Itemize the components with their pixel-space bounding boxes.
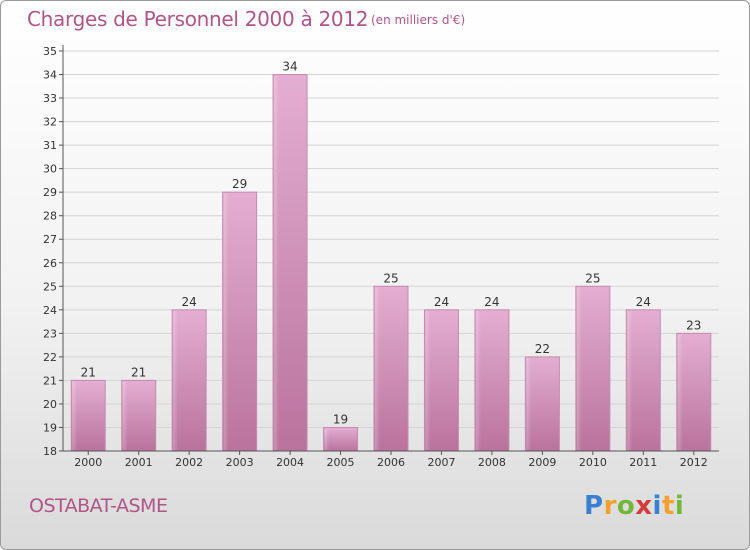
bar-highlight [274, 75, 280, 450]
bar-highlight [72, 381, 78, 450]
data-label: 25 [585, 271, 600, 285]
y-tick-label: 19 [43, 421, 57, 434]
x-tick-label: 2009 [528, 456, 556, 469]
logo-letter: i [652, 491, 662, 521]
x-tick-label: 2002 [175, 456, 203, 469]
y-tick-label: 35 [43, 45, 57, 58]
bar-highlight [677, 334, 683, 450]
y-tick-label: 18 [43, 445, 57, 458]
y-tick-label: 29 [43, 186, 57, 199]
data-label: 21 [131, 365, 146, 379]
x-tick-label: 2001 [125, 456, 153, 469]
proxiti-logo: Proxiti [584, 491, 684, 521]
logo-letter: x [635, 491, 653, 521]
data-label: 34 [282, 60, 297, 74]
y-tick-label: 26 [43, 257, 57, 270]
data-label: 22 [535, 342, 550, 356]
bar-highlight [122, 381, 128, 450]
bars: 21 21 24 29 34 19 25 24 24 22 25 24 23 [70, 60, 712, 452]
y-tick-label: 31 [43, 139, 57, 152]
data-label: 21 [81, 365, 96, 379]
y-tick-label: 32 [43, 116, 57, 129]
x-tick-label: 2000 [74, 456, 102, 469]
y-tick-label: 20 [43, 398, 57, 411]
data-label: 24 [182, 295, 197, 309]
data-label: 23 [686, 318, 701, 332]
bar-highlight [475, 310, 481, 450]
y-tick-label: 34 [43, 69, 57, 82]
y-tick-label: 30 [43, 163, 57, 176]
place-name: OSTABAT-ASME [29, 495, 168, 517]
data-label: 25 [383, 271, 398, 285]
logo-letter: t [661, 491, 675, 521]
x-tick-label: 2012 [680, 456, 708, 469]
x-tick-label: 2005 [327, 456, 355, 469]
data-label: 29 [232, 177, 247, 191]
x-tick-label: 2011 [629, 456, 657, 469]
data-label: 24 [636, 295, 651, 309]
x-tick-label: 2003 [226, 456, 254, 469]
bar-highlight [173, 310, 179, 450]
y-tick-label: 33 [43, 92, 57, 105]
logo-letter: P [584, 491, 604, 521]
y-tick-label: 27 [43, 233, 57, 246]
bar-highlight [324, 428, 330, 450]
bar-highlight [425, 310, 431, 450]
bar-highlight [576, 287, 582, 450]
logo-letter: o [616, 491, 636, 521]
x-tick-label: 2007 [427, 456, 455, 469]
x-tick-label: 2006 [377, 456, 405, 469]
data-label: 24 [434, 295, 449, 309]
chart-subtitle: (en milliers d'€) [371, 13, 466, 27]
x-tick-label: 2010 [579, 456, 607, 469]
bar-highlight [526, 357, 532, 450]
axes: 18 19 20 21 22 23 24 25 26 27 28 29 30 31 32 33 34 35 2000… [43, 45, 719, 469]
y-tick-label: 22 [43, 351, 57, 364]
y-tick-label: 23 [43, 327, 57, 340]
x-tick-label: 2008 [478, 456, 506, 469]
y-tick-label: 24 [43, 304, 57, 317]
data-label: 24 [484, 295, 499, 309]
bar-highlight [627, 310, 633, 450]
chart-title: Charges de Personnel 2000 à 2012 [27, 7, 369, 31]
x-tick-label: 2004 [276, 456, 304, 469]
bar-highlight [223, 193, 229, 451]
logo-letter: r [603, 491, 617, 521]
bar-highlight [375, 287, 380, 450]
y-tick-label: 28 [43, 210, 57, 223]
logo-letter: i [674, 491, 685, 521]
y-tick-label: 25 [43, 280, 57, 293]
y-tick-label: 21 [43, 374, 57, 387]
data-label: 19 [333, 412, 348, 426]
